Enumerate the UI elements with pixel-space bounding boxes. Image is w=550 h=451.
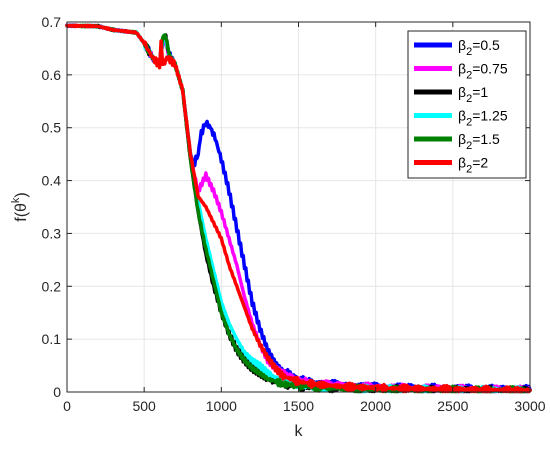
x-tick-label: 1500 — [283, 398, 314, 414]
legend-label: β2=0.75 — [458, 61, 508, 82]
x-tick-label: 0 — [63, 398, 71, 414]
y-tick-label: 0.2 — [42, 278, 62, 294]
y-axis-label-close: ) — [13, 192, 30, 197]
legend-label: β2=2 — [458, 155, 488, 176]
legend-item: β2=0.75 — [414, 61, 508, 82]
legend-item: β2=1.25 — [414, 108, 508, 129]
y-tick-label: 0.6 — [42, 67, 62, 83]
legend-item: β2=2 — [414, 155, 488, 176]
x-tick-label: 2500 — [437, 398, 468, 414]
y-axis-ticks: 0 0.1 0.2 0.3 0.4 0.5 0.6 0.7 — [42, 14, 530, 400]
y-tick-label: 0.7 — [42, 14, 62, 30]
x-tick-label: 2000 — [360, 398, 391, 414]
y-axis-label-superscript: k — [10, 197, 22, 203]
legend-item: β2=1.5 — [414, 131, 500, 152]
y-axis-label: f(θk) — [10, 192, 30, 222]
x-axis-ticks: 0 500 1000 1500 2000 2500 3000 — [63, 22, 546, 414]
y-tick-label: 0.4 — [42, 173, 62, 189]
x-tick-label: 1000 — [206, 398, 237, 414]
legend-label: β2=1.25 — [458, 108, 508, 129]
x-tick-label: 3000 — [514, 398, 545, 414]
x-axis-label: k — [295, 423, 304, 440]
y-tick-label: 0 — [53, 384, 61, 400]
y-tick-label: 0.5 — [42, 120, 62, 136]
legend-box — [407, 30, 527, 179]
legend-label: β2=0.5 — [458, 37, 500, 58]
x-tick-label: 500 — [132, 398, 156, 414]
legend-label: β2=1.5 — [458, 131, 500, 152]
legend-item: β2=1 — [414, 84, 488, 105]
y-tick-label: 0.3 — [42, 225, 62, 241]
legend-label: β2=1 — [458, 84, 488, 105]
legend-item: β2=0.5 — [414, 37, 500, 58]
y-axis-label-base: f(θ — [13, 203, 30, 222]
y-tick-label: 0.1 — [42, 331, 62, 347]
